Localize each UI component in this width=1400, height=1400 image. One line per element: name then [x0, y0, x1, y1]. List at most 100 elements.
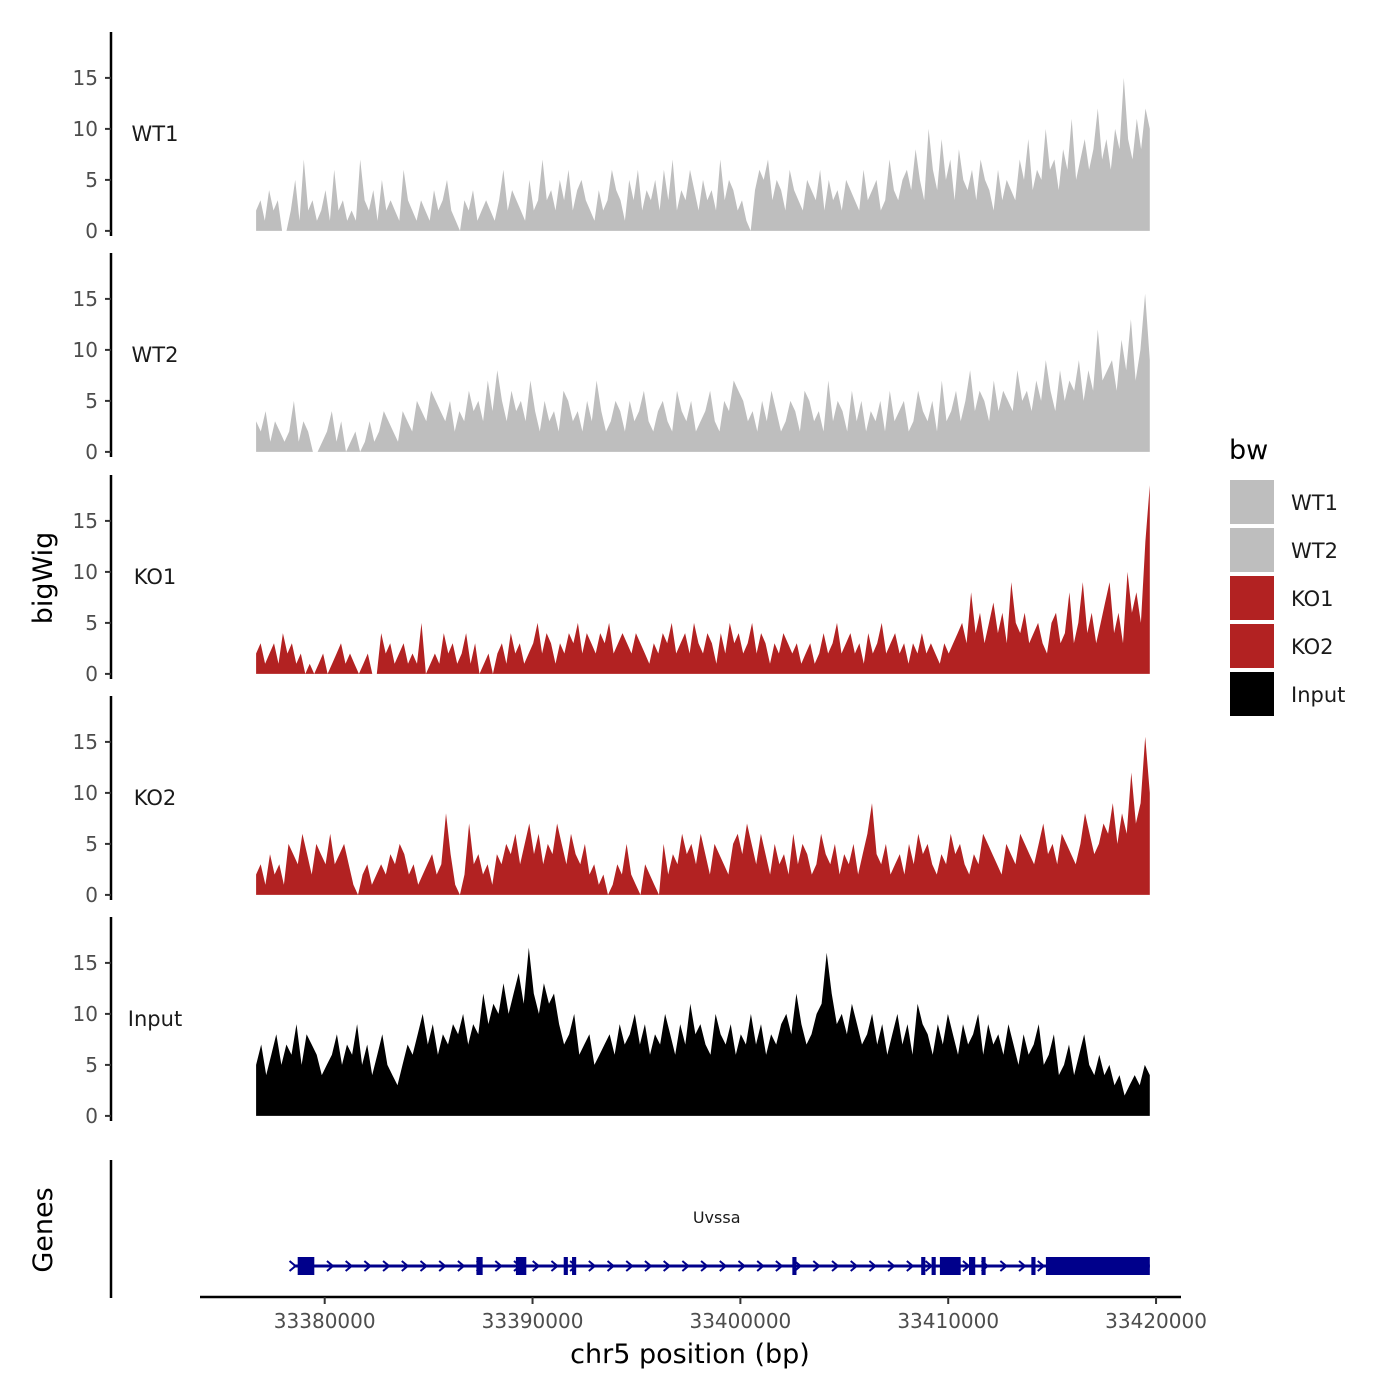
strand-arrow [326, 1260, 335, 1272]
strand-arrow [719, 1260, 728, 1272]
area-ko2 [256, 736, 1150, 895]
y-tick-label: 0 [85, 1104, 98, 1128]
y-tick-label: 15 [73, 287, 98, 311]
strand-arrow [962, 1260, 971, 1272]
strand-arrow [793, 1260, 803, 1272]
strand-arrow [382, 1260, 391, 1272]
y-tick-label: 0 [85, 440, 98, 464]
gene-exon [931, 1257, 936, 1275]
y-tick-label: 5 [85, 168, 98, 192]
track-label: KO2 [134, 786, 177, 810]
y-tick-label: 10 [73, 117, 98, 141]
strand-arrow [644, 1260, 653, 1272]
legend-label: Input [1291, 683, 1345, 707]
legend-swatch [1230, 480, 1274, 524]
strand-arrow [906, 1260, 915, 1272]
gene-exon [1031, 1257, 1036, 1275]
strand-arrow [457, 1260, 466, 1272]
legend-item-input: Input [1230, 672, 1345, 716]
y-tick-label: 0 [85, 883, 98, 907]
x-tick-label: 33400000 [689, 1309, 791, 1333]
x-axis-title: chr5 position (bp) [570, 1339, 810, 1370]
gene-exon [921, 1257, 926, 1275]
x-tick-label: 33390000 [482, 1309, 584, 1333]
strand-arrow [606, 1260, 616, 1272]
strand-arrow [681, 1260, 690, 1272]
y-tick-label: 10 [73, 338, 98, 362]
strand-arrow [1037, 1260, 1046, 1272]
strand-arrow [812, 1260, 821, 1272]
strand-arrow [363, 1260, 372, 1272]
y-tick-label: 5 [85, 1053, 98, 1077]
x-axis: 33380000 33390000 33400000 33410000 33420000 [200, 1295, 1207, 1333]
strand-arrow [625, 1260, 634, 1272]
legend: bw WT1 WT2 KO1 KO2 Input [1229, 435, 1345, 716]
legend-label: KO2 [1291, 635, 1334, 659]
track-ko1: 0 5 10 15 KO1 [73, 475, 1150, 686]
bigwig-tracks: 0 5 10 15 WT1 0 5 10 15 WT2 0 5 10 15 KO1 0 5 10 15 KO2 0 5 10… [73, 32, 1150, 1128]
gene-exon [515, 1257, 527, 1275]
strand-arrow [737, 1260, 747, 1272]
y-tick-label: 0 [85, 219, 98, 243]
x-tick-label: 33380000 [274, 1309, 376, 1333]
strand-arrow [775, 1260, 784, 1272]
y-axis-title: bigWig [28, 532, 59, 625]
area-wt2 [256, 293, 1150, 452]
track-label: Input [128, 1007, 182, 1031]
gene-exon [939, 1257, 961, 1275]
strand-arrow [345, 1260, 354, 1272]
y-tick-label: 10 [73, 1002, 98, 1026]
legend-label: WT2 [1291, 539, 1338, 563]
y-tick-label: 5 [85, 832, 98, 856]
legend-item-ko2: KO2 [1230, 624, 1334, 668]
track-input: 0 5 10 15 Input [73, 917, 1150, 1128]
legend-swatch [1230, 528, 1274, 572]
strand-arrow [438, 1260, 447, 1272]
y-tick-label: 5 [85, 611, 98, 635]
gene-track-title: Genes [28, 1187, 59, 1272]
track-label: KO1 [134, 565, 177, 589]
strand-arrow [831, 1260, 840, 1272]
strand-arrow [401, 1260, 410, 1272]
gene-exon [563, 1257, 568, 1275]
y-tick-label: 10 [73, 781, 98, 805]
track-ko2: 0 5 10 15 KO2 [73, 696, 1150, 907]
gene-track: Uvssa [109, 1160, 1150, 1298]
legend-swatch [1230, 672, 1274, 716]
y-tick-label: 15 [73, 951, 98, 975]
track-wt1: 0 5 10 15 WT1 [73, 32, 1150, 243]
legend-item-wt1: WT1 [1230, 480, 1338, 524]
strand-arrow [868, 1260, 877, 1272]
legend-label: KO1 [1291, 587, 1334, 611]
x-tick-label: 33420000 [1105, 1309, 1207, 1333]
strand-arrow [588, 1260, 597, 1272]
strand-arrow [550, 1260, 559, 1272]
legend-title: bw [1229, 435, 1268, 466]
strand-arrow [756, 1260, 765, 1272]
strand-arrow [700, 1260, 709, 1272]
legend-label: WT1 [1291, 491, 1338, 515]
track-label: WT2 [132, 343, 179, 367]
strand-arrow [924, 1260, 934, 1272]
gene-exon [476, 1257, 483, 1275]
track-wt2: 0 5 10 15 WT2 [73, 253, 1150, 464]
strand-arrow [1018, 1260, 1027, 1272]
y-tick-label: 15 [73, 509, 98, 533]
track-label: WT1 [132, 122, 179, 146]
y-tick-label: 0 [85, 662, 98, 686]
y-tick-label: 15 [73, 730, 98, 754]
y-tick-label: 5 [85, 389, 98, 413]
strand-arrow [419, 1260, 429, 1272]
y-tick-label: 15 [73, 66, 98, 90]
gene-exon [572, 1257, 577, 1275]
gene-exon [297, 1257, 315, 1275]
strand-arrow [662, 1260, 672, 1272]
legend-swatch [1230, 624, 1274, 668]
strand-arrow [494, 1260, 503, 1272]
gene-exon [1045, 1257, 1150, 1275]
legend-item-ko1: KO1 [1230, 576, 1334, 620]
area-wt1 [256, 77, 1150, 231]
strand-arrow [532, 1260, 541, 1272]
legend-item-wt2: WT2 [1230, 528, 1338, 572]
